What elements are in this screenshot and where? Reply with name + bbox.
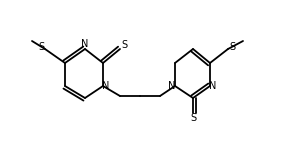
Text: N: N	[81, 39, 89, 49]
Text: S: S	[190, 113, 196, 123]
Text: N: N	[168, 81, 176, 91]
Text: N: N	[102, 81, 110, 91]
Text: S: S	[38, 42, 44, 52]
Text: S: S	[229, 42, 235, 52]
Text: N: N	[209, 81, 217, 91]
Text: S: S	[121, 40, 127, 50]
